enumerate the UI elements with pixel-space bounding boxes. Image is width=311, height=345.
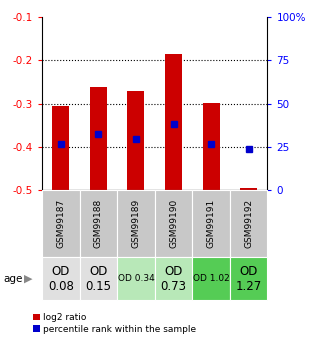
Bar bbox=[80, 190, 117, 257]
Bar bbox=[240, 188, 257, 190]
Text: OD 1.02: OD 1.02 bbox=[193, 274, 230, 283]
Text: OD
1.27: OD 1.27 bbox=[235, 265, 262, 293]
Bar bbox=[80, 257, 117, 300]
Bar bbox=[117, 190, 155, 257]
Text: ▶: ▶ bbox=[24, 274, 32, 284]
Text: GSM99189: GSM99189 bbox=[132, 199, 141, 248]
Text: GSM99190: GSM99190 bbox=[169, 199, 178, 248]
Text: GSM99192: GSM99192 bbox=[244, 199, 253, 248]
Bar bbox=[42, 257, 80, 300]
Text: age: age bbox=[3, 274, 22, 284]
Bar bbox=[42, 190, 80, 257]
Bar bbox=[155, 190, 192, 257]
Legend: log2 ratio, percentile rank within the sample: log2 ratio, percentile rank within the s… bbox=[33, 313, 197, 334]
Bar bbox=[230, 257, 267, 300]
Bar bbox=[165, 54, 182, 190]
Bar bbox=[117, 257, 155, 300]
Bar bbox=[128, 90, 144, 190]
Text: GSM99187: GSM99187 bbox=[56, 199, 65, 248]
Text: GSM99191: GSM99191 bbox=[207, 199, 216, 248]
Text: OD 0.34: OD 0.34 bbox=[118, 274, 154, 283]
Text: OD
0.15: OD 0.15 bbox=[85, 265, 111, 293]
Bar bbox=[230, 190, 267, 257]
Bar bbox=[52, 106, 69, 190]
Text: OD
0.08: OD 0.08 bbox=[48, 265, 74, 293]
Text: GSM99188: GSM99188 bbox=[94, 199, 103, 248]
Bar bbox=[203, 103, 220, 190]
Bar bbox=[90, 87, 107, 190]
Text: OD
0.73: OD 0.73 bbox=[160, 265, 187, 293]
Bar bbox=[155, 257, 192, 300]
Bar bbox=[192, 257, 230, 300]
Bar bbox=[192, 190, 230, 257]
